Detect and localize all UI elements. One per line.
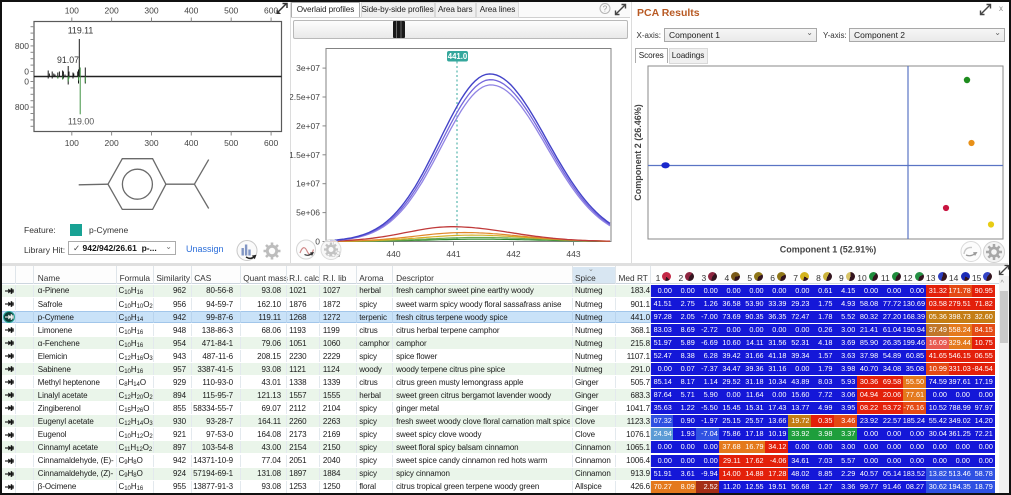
svg-text:441: 441 [446, 249, 460, 259]
svg-text:441.0: 441.0 [448, 52, 468, 61]
svg-text:440: 440 [386, 249, 400, 259]
svg-text:5e+06: 5e+06 [296, 208, 320, 218]
svg-text:0: 0 [315, 237, 320, 247]
svg-text:200: 200 [105, 6, 119, 16]
svg-text:442: 442 [506, 249, 520, 259]
svg-text:0: 0 [24, 77, 29, 87]
svg-text:0: 0 [24, 67, 29, 77]
svg-text:1e+07: 1e+07 [296, 179, 320, 189]
svg-text:100: 100 [65, 138, 79, 148]
svg-text:800: 800 [15, 102, 29, 112]
svg-text:2e+07: 2e+07 [296, 121, 320, 131]
svg-text:600: 600 [264, 6, 278, 16]
svg-text:500: 500 [224, 138, 238, 148]
svg-text:119.00: 119.00 [68, 117, 94, 127]
svg-text:2.5e+07: 2.5e+07 [290, 92, 320, 102]
svg-text:3e+07: 3e+07 [296, 63, 320, 73]
svg-text:100: 100 [65, 6, 79, 16]
svg-text:443: 443 [566, 249, 580, 259]
svg-text:400: 400 [184, 138, 198, 148]
svg-text:600: 600 [264, 138, 278, 148]
svg-text:300: 300 [144, 138, 158, 148]
svg-text:300: 300 [144, 6, 158, 16]
svg-text:?: ? [603, 5, 608, 14]
svg-text:400: 400 [184, 6, 198, 16]
svg-text:Component 1 (52.91%): Component 1 (52.91%) [780, 245, 877, 255]
svg-text:200: 200 [105, 138, 119, 148]
svg-text:91.07: 91.07 [57, 55, 79, 65]
svg-text:500: 500 [224, 6, 238, 16]
svg-text:x: x [999, 4, 1003, 13]
svg-text:1.5e+07: 1.5e+07 [290, 150, 320, 160]
svg-text:Component 2 (26.46%): Component 2 (26.46%) [633, 104, 643, 201]
svg-text:800: 800 [15, 41, 29, 51]
svg-text:119.11: 119.11 [68, 26, 94, 36]
